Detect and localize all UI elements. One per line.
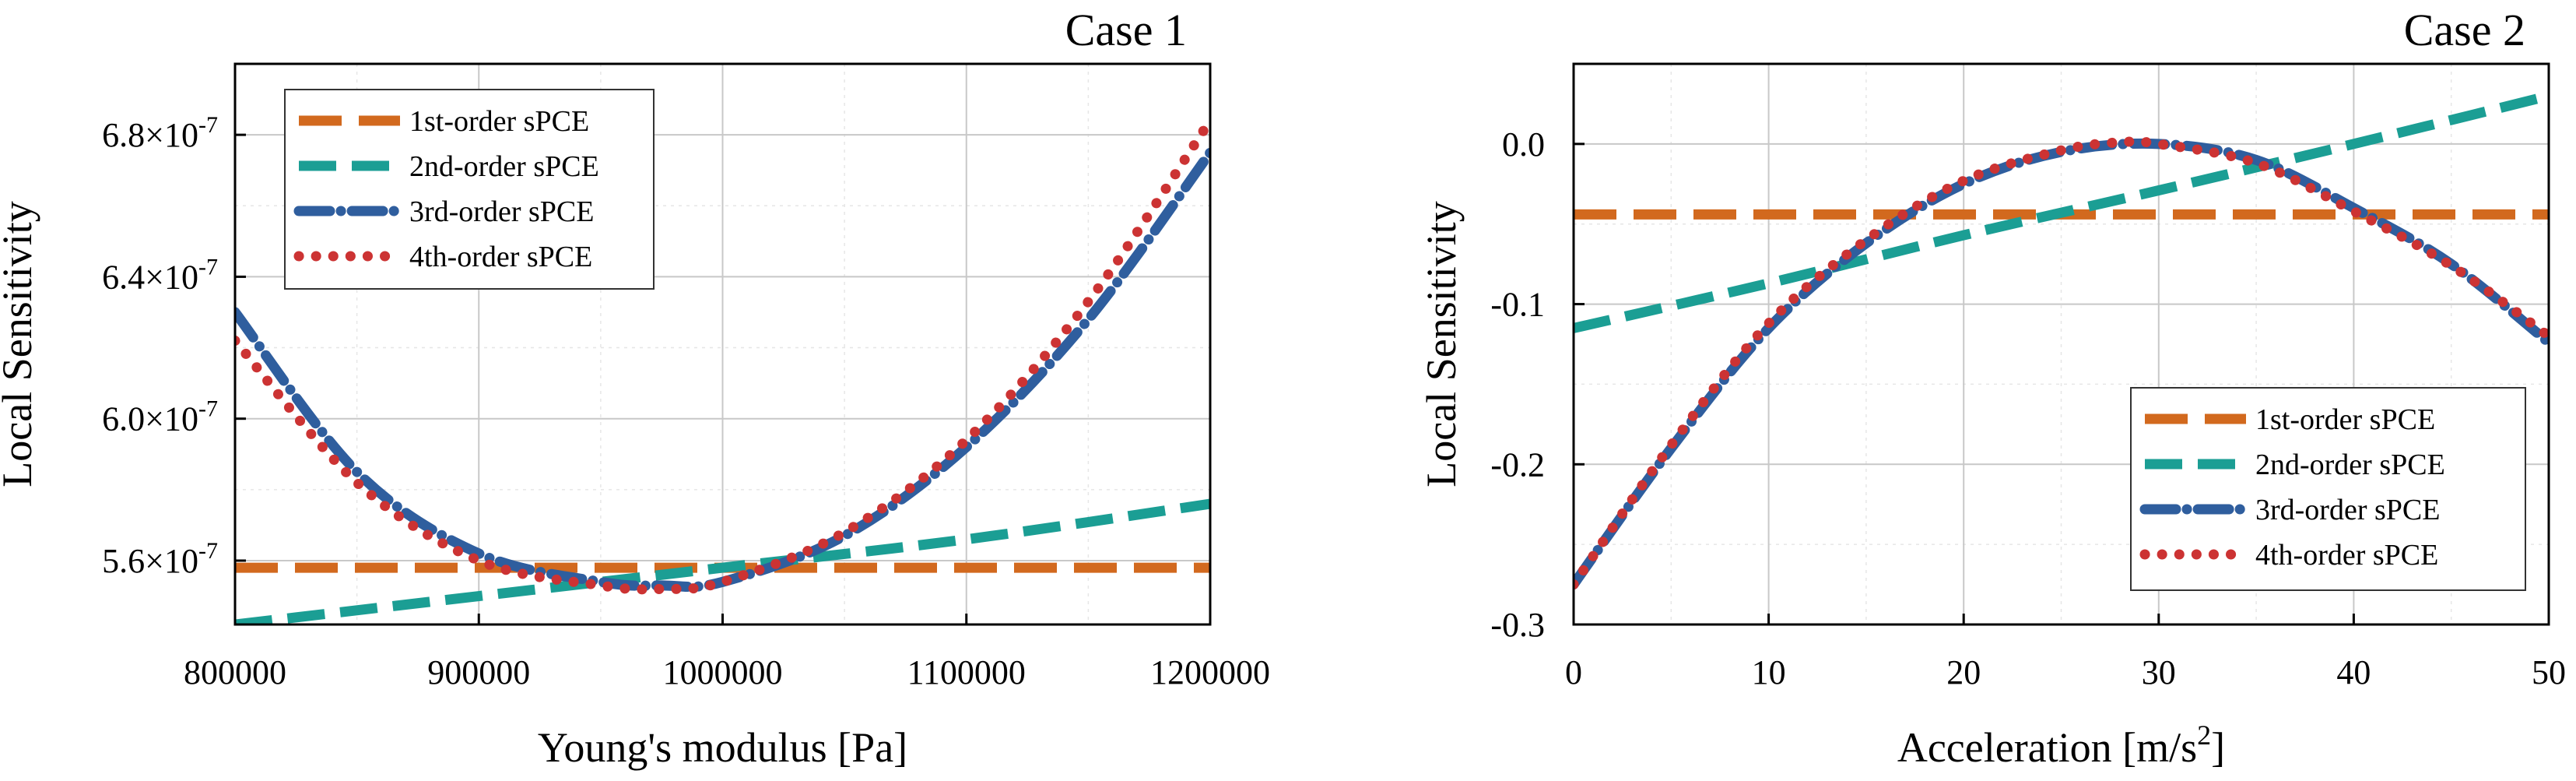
x-tick-label: 30 bbox=[2142, 653, 2176, 691]
legend-label: 2nd-order sPCE bbox=[409, 150, 599, 183]
legend-label: 2nd-order sPCE bbox=[2255, 449, 2445, 481]
y-tick-label: -0.3 bbox=[1490, 606, 1545, 644]
legend-item: 1st-order sPCE bbox=[2145, 403, 2435, 436]
legend: 1st-order sPCE 2nd-order sPCE 3rd-order sP… bbox=[2130, 387, 2526, 591]
y-tick-exponent: -7 bbox=[198, 538, 218, 564]
x-tick-label: 40 bbox=[2336, 653, 2371, 691]
legend-label: 3rd-order sPCE bbox=[2255, 494, 2440, 526]
series-group bbox=[1574, 90, 2549, 590]
x-tick-label: 1100000 bbox=[907, 653, 1026, 691]
chart-case-1: 800000 900000 1000000 1100000 1200000 5.6×10-… bbox=[0, 5, 1270, 771]
x-tick-label: 50 bbox=[2532, 653, 2566, 691]
y-tick-exponent: -7 bbox=[198, 254, 218, 280]
legend-item: 4th-order sPCE bbox=[2139, 539, 2438, 572]
y-tick-label: 6.4×10-7 bbox=[102, 254, 218, 296]
legend-item: 3rd-order sPCE bbox=[293, 195, 594, 228]
x-tick-label: 900000 bbox=[427, 653, 530, 691]
legend-item: 2nd-order sPCE bbox=[299, 150, 599, 183]
legend-label: 3rd-order sPCE bbox=[409, 195, 594, 228]
y-tick-exponent: -7 bbox=[198, 396, 218, 422]
x-tick-label: 20 bbox=[1946, 653, 1981, 691]
y-tick-label: -0.2 bbox=[1490, 445, 1545, 484]
series-group bbox=[235, 115, 1210, 624]
legend-item: 1st-order sPCE bbox=[299, 105, 589, 138]
x-tick-label: 800000 bbox=[184, 653, 286, 691]
legend-item: 4th-order sPCE bbox=[293, 241, 592, 273]
x-tick-label: 10 bbox=[1752, 653, 1786, 691]
legend-item: 3rd-order sPCE bbox=[2139, 494, 2440, 526]
y-tick-label: 6.8×10-7 bbox=[102, 112, 218, 154]
legend-label: 4th-order sPCE bbox=[2255, 539, 2438, 572]
legend-label: 1st-order sPCE bbox=[409, 105, 589, 138]
y-axis-label: Local Sensitivity bbox=[1418, 201, 1465, 487]
legend-label: 1st-order sPCE bbox=[2255, 403, 2435, 436]
series-line-2 bbox=[1574, 90, 2549, 333]
x-axis-label-end: ] bbox=[2211, 724, 2225, 771]
x-tick-label: 1000000 bbox=[663, 653, 783, 691]
x-tick-label: 0 bbox=[1565, 653, 1582, 691]
series-line-4 bbox=[235, 115, 1210, 595]
y-tick-label: -0.1 bbox=[1490, 286, 1545, 324]
legend-box bbox=[284, 89, 655, 290]
plot-frame bbox=[1572, 62, 2550, 626]
x-axis-label-superscript: 2 bbox=[2197, 719, 2211, 751]
series-line-2 bbox=[235, 498, 1210, 624]
y-tick-label: 6.0×10-7 bbox=[102, 396, 218, 438]
chart-title: Case 2 bbox=[2404, 5, 2525, 55]
legend: 1st-order sPCE 2nd-order sPCE 3rd-order sP… bbox=[284, 89, 655, 290]
chart-case-2: 0 10 20 30 40 50 -0.3 -0.2 -0.1 0.0 Case 2 Accelera… bbox=[1418, 5, 2566, 771]
x-axis-label: Acceleration [m/s2] bbox=[1897, 719, 2225, 771]
y-tick-label: 5.6×10-7 bbox=[102, 538, 218, 580]
x-axis-label: Young's modulus [Pa] bbox=[538, 724, 907, 771]
chart-title: Case 1 bbox=[1065, 5, 1187, 55]
y-axis-label: Local Sensitivity bbox=[0, 201, 40, 487]
legend-label: 4th-order sPCE bbox=[409, 241, 592, 273]
x-tick-label: 1200000 bbox=[1150, 653, 1270, 691]
legend-item: 2nd-order sPCE bbox=[2145, 449, 2445, 481]
series-line-4 bbox=[1574, 136, 2549, 590]
y-tick-exponent: -7 bbox=[198, 112, 218, 138]
y-tick-label: 0.0 bbox=[1502, 125, 1545, 164]
